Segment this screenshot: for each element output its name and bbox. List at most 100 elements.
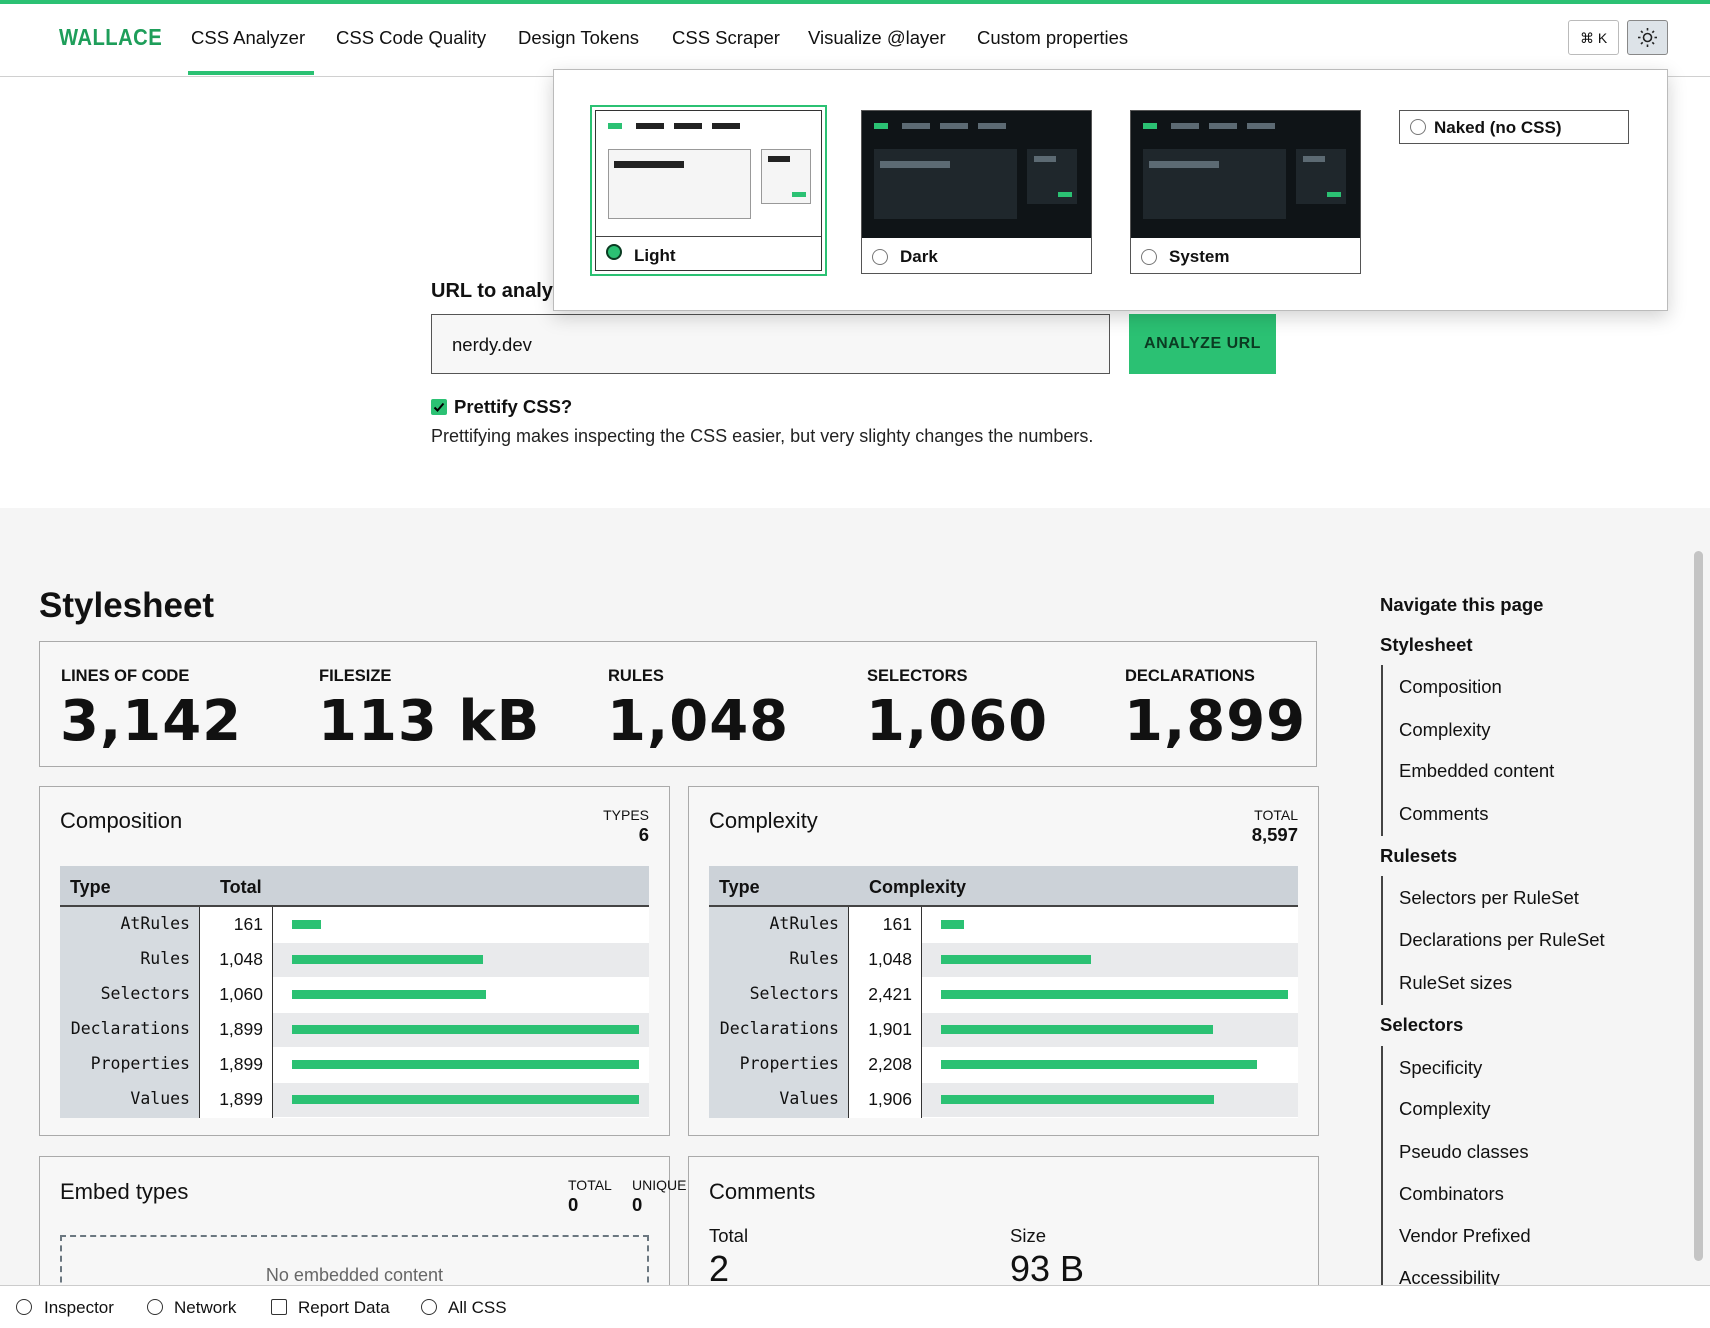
stat-value: 1,899: [1124, 689, 1307, 754]
comment-stat-label: Total: [709, 1225, 749, 1247]
sidebar-group-title[interactable]: Rulesets: [1380, 845, 1458, 867]
row-type: Declarations: [70, 1019, 190, 1039]
sidebar-group-title[interactable]: Selectors: [1380, 1014, 1464, 1036]
row-value: 1,899: [219, 1089, 263, 1110]
sidebar-indent: [1381, 1046, 1383, 1300]
section-title: Stylesheet: [39, 585, 215, 625]
column-header: Type: [719, 876, 760, 897]
preview-bar: [874, 123, 888, 129]
stat-label: SELECTORS: [867, 666, 968, 685]
preview-bar: [1247, 123, 1275, 129]
sidebar-link[interactable]: Accessibility: [1399, 1267, 1500, 1289]
preview-bar: [1303, 156, 1325, 162]
stat-label: DECLARATIONS: [1125, 666, 1255, 685]
preview-bar: [880, 161, 950, 168]
comment-stat-value: 93 B: [1010, 1248, 1085, 1289]
theme-option[interactable]: Dark: [861, 110, 1092, 274]
type-column: [60, 907, 200, 1118]
stat-value: 1,048: [607, 689, 790, 754]
preview-bar: [1209, 123, 1237, 129]
stat-value: 3,142: [60, 689, 243, 754]
shortcut-label: ⌘ K: [1580, 29, 1608, 46]
sidebar-link[interactable]: Selectors per RuleSet: [1399, 887, 1579, 909]
bar: [941, 1025, 1214, 1034]
preview-bar: [636, 123, 664, 129]
nav-link[interactable]: Visualize @layer: [808, 27, 946, 49]
sidebar-link[interactable]: Composition: [1399, 676, 1502, 698]
radio: [872, 249, 888, 265]
theme-option[interactable]: Light: [590, 105, 827, 276]
sidebar-link[interactable]: Complexity: [1399, 719, 1491, 741]
card-title: Comments: [709, 1178, 816, 1204]
sidebar-link[interactable]: Combinators: [1399, 1183, 1504, 1205]
bar: [292, 990, 486, 999]
stat-label: LINES OF CODE: [61, 666, 190, 685]
analyze-button-label: ANALYZE URL: [1144, 335, 1261, 352]
data-table: Type Total AtRules 161 Rules 1,048 Selectors 1,…: [60, 866, 649, 1118]
preview-bar: [1149, 161, 1219, 168]
radio: [1410, 119, 1426, 135]
devtools-tab[interactable]: Inspector: [44, 1298, 114, 1318]
devtools-tab[interactable]: Report Data: [298, 1298, 390, 1318]
row-type: Properties: [90, 1054, 190, 1074]
bar: [941, 1095, 1215, 1104]
row-type: AtRules: [120, 914, 190, 934]
bar: [941, 920, 965, 929]
sidebar-group-title[interactable]: Stylesheet: [1380, 634, 1473, 656]
sidebar-link[interactable]: Declarations per RuleSet: [1399, 929, 1605, 951]
bar: [292, 920, 322, 929]
type-column: [709, 907, 849, 1118]
analyze-button[interactable]: ANALYZE URL: [1129, 314, 1276, 374]
theme-preview: [862, 111, 1091, 238]
row-value: 1,899: [219, 1054, 263, 1075]
bar: [292, 955, 484, 964]
row-type: Rules: [140, 949, 190, 969]
devtools-icon: [271, 1299, 287, 1315]
devtools-icon: [147, 1299, 163, 1315]
preview-panel: [874, 149, 1017, 219]
nav-link[interactable]: Custom properties: [977, 27, 1129, 49]
devtools-tab[interactable]: All CSS: [448, 1298, 507, 1318]
sidebar-link[interactable]: Comments: [1399, 803, 1489, 825]
table-header: [709, 866, 1298, 907]
row-type: AtRules: [769, 914, 839, 934]
logo[interactable]: WALLACE: [59, 23, 163, 50]
shortcut-button[interactable]: ⌘ K: [1568, 20, 1619, 55]
card-meta-value: 0: [568, 1194, 579, 1216]
column-header: Type: [70, 876, 111, 897]
stat-label: RULES: [608, 666, 664, 685]
row-value: 161: [233, 914, 263, 935]
nav-link[interactable]: CSS Scraper: [672, 27, 780, 49]
bar: [941, 1060, 1258, 1069]
preview-bar: [768, 156, 790, 162]
theme-option[interactable]: Naked (no CSS): [1399, 110, 1629, 144]
check-icon: [433, 402, 445, 412]
sidebar-link[interactable]: Specificity: [1399, 1057, 1483, 1079]
devtools-tab[interactable]: Network: [174, 1298, 237, 1318]
theme-button[interactable]: [1627, 20, 1668, 55]
card: Composition TYPES 6 Type Total AtRules 161 Rule…: [39, 786, 670, 1136]
top-accent: [0, 0, 1710, 4]
devtools-bar: Inspector Network Report Data All CSS: [0, 1285, 1710, 1328]
sidebar-link[interactable]: Pseudo classes: [1399, 1141, 1529, 1163]
bar: [292, 1095, 639, 1104]
sidebar-link[interactable]: Complexity: [1399, 1098, 1491, 1120]
nav-link[interactable]: Design Tokens: [518, 27, 640, 49]
nav-link[interactable]: CSS Code Quality: [336, 27, 487, 49]
bar: [292, 1060, 639, 1069]
sun-icon: [1638, 28, 1657, 47]
nav-link[interactable]: CSS Analyzer: [191, 27, 306, 49]
sidebar-link[interactable]: RuleSet sizes: [1399, 972, 1513, 994]
url-input[interactable]: nerdy.dev: [431, 314, 1110, 374]
row-value: 1,906: [868, 1089, 912, 1110]
sidebar-link[interactable]: Embedded content: [1399, 760, 1555, 782]
bar: [292, 1025, 639, 1034]
theme-option[interactable]: System: [1130, 110, 1361, 274]
card-meta-value: 0: [632, 1194, 643, 1216]
sidebar-link[interactable]: Vendor Prefixed: [1399, 1225, 1531, 1247]
preview-bar: [674, 123, 702, 129]
nav-active-indicator: [188, 71, 314, 75]
prettify-checkbox[interactable]: [431, 399, 447, 415]
